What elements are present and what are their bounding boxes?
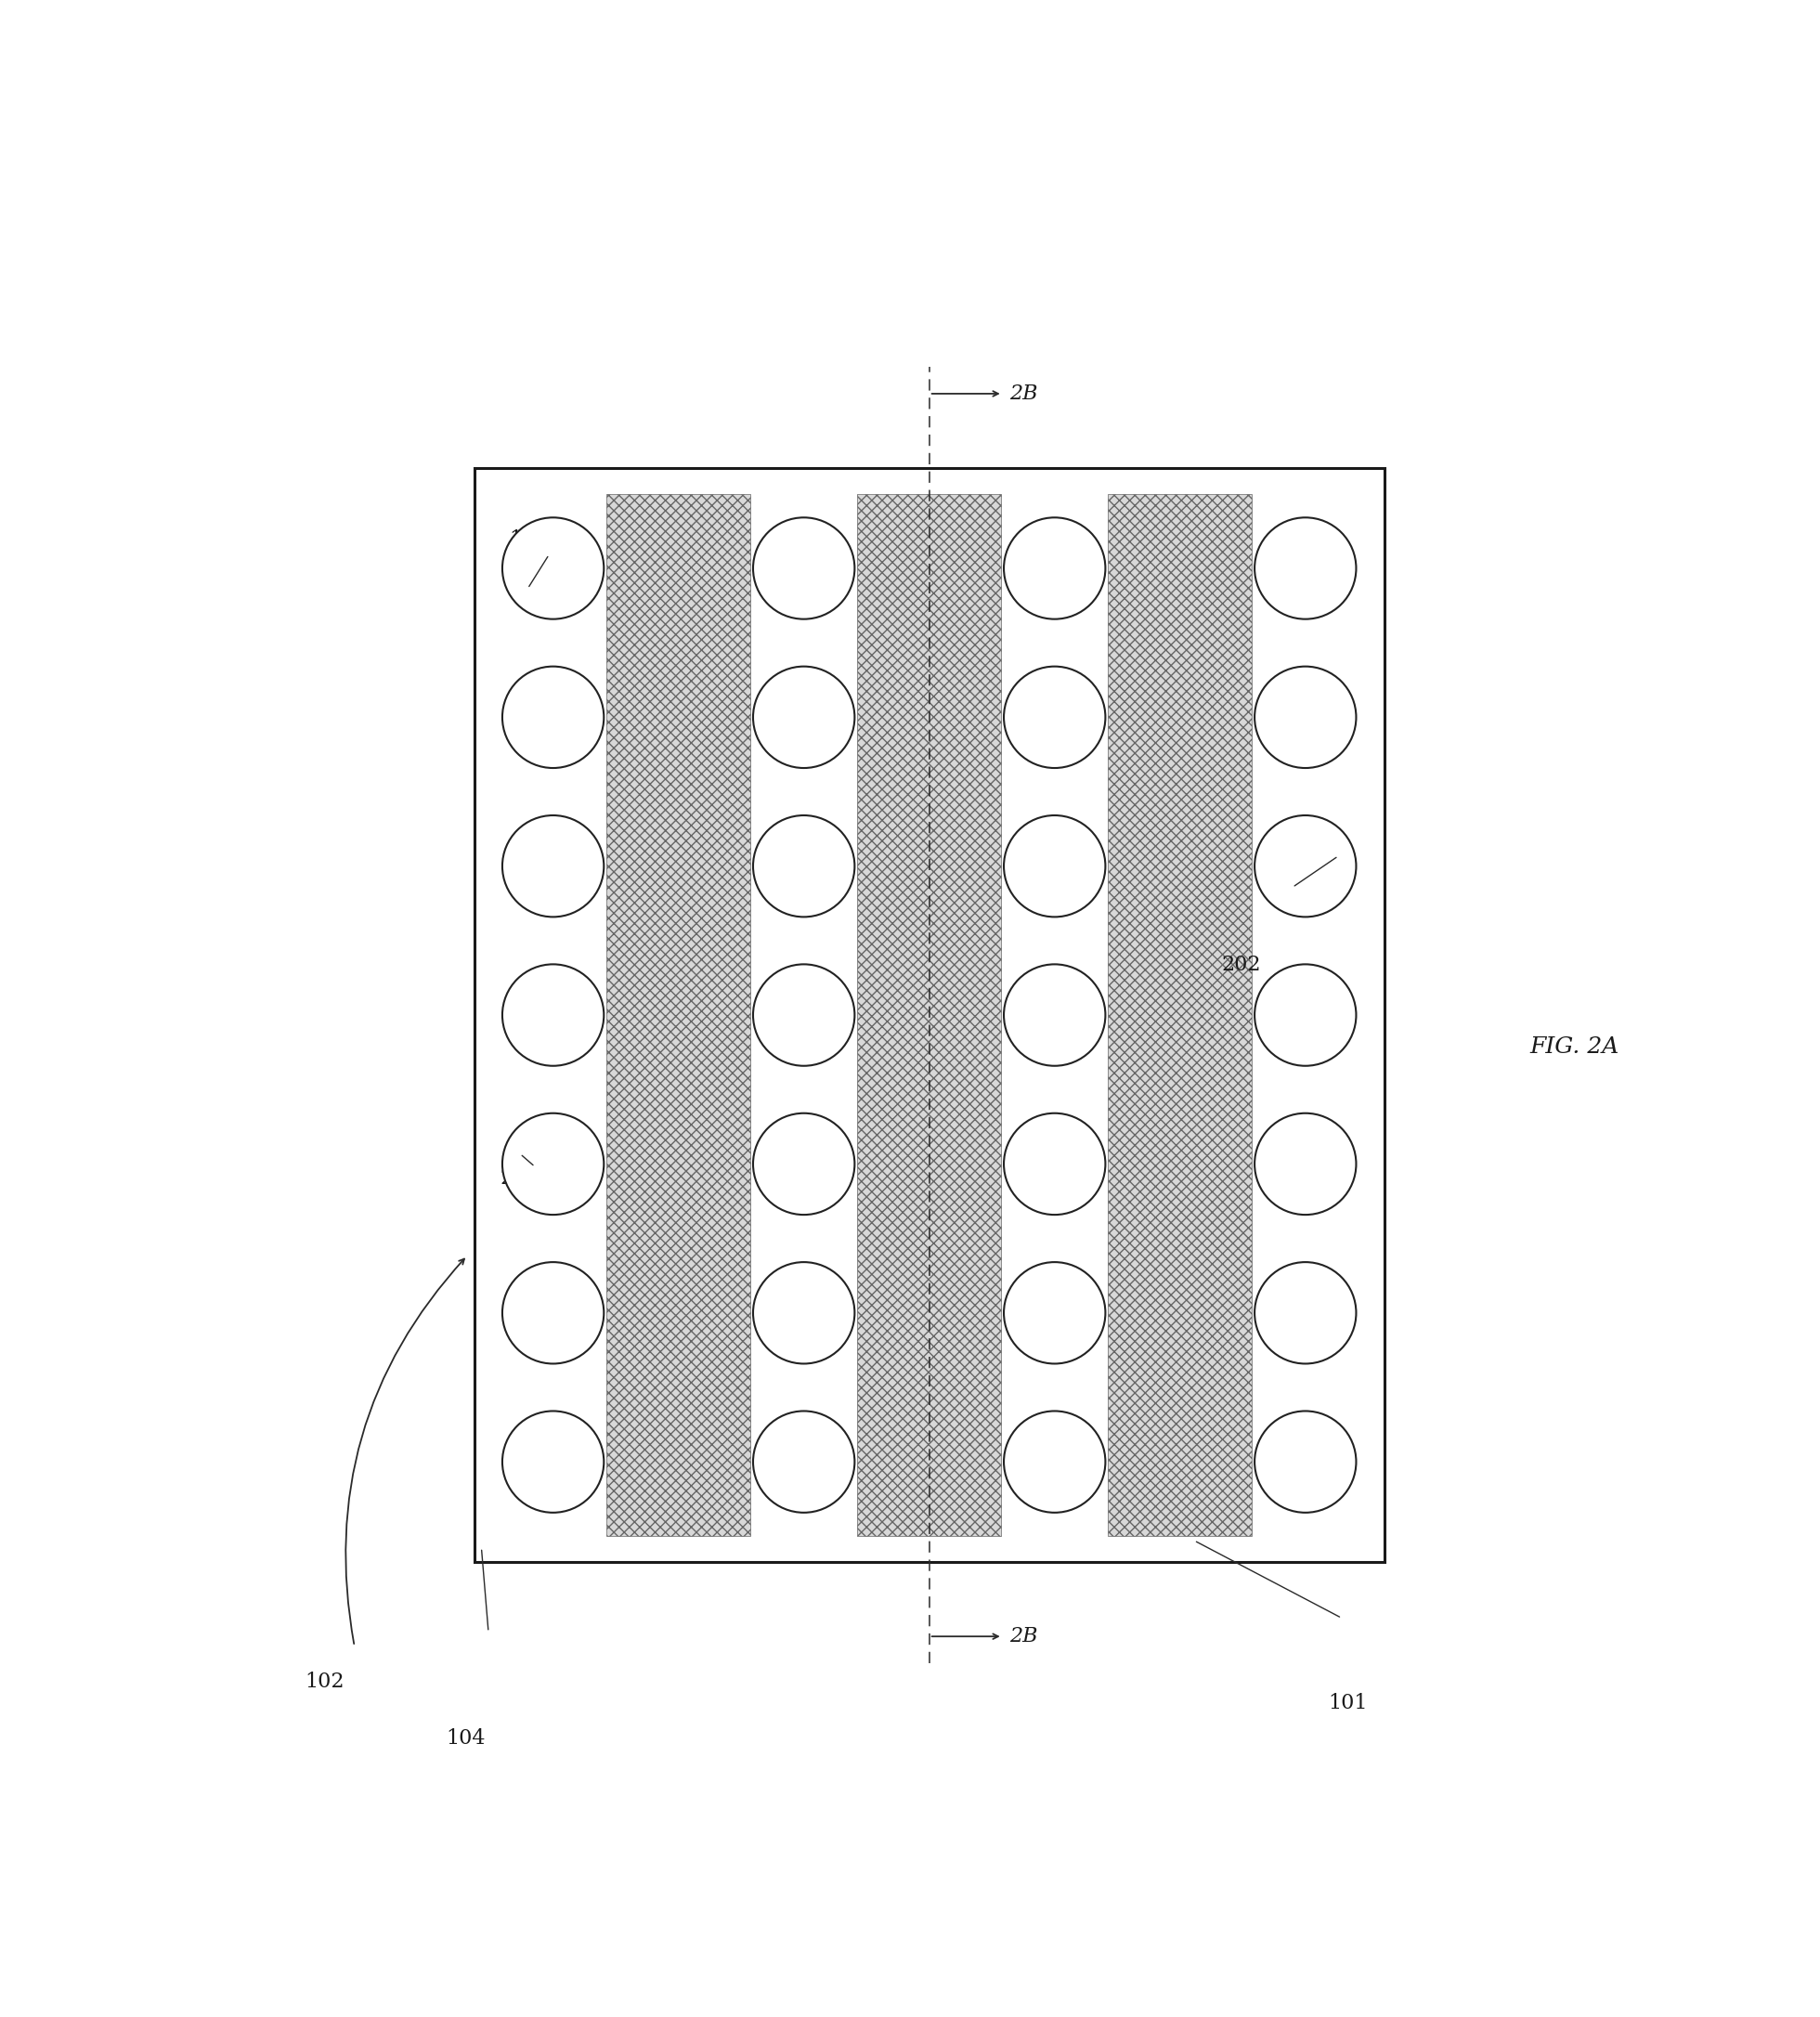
Circle shape <box>1254 518 1356 619</box>
Text: 2B: 2B <box>1010 1626 1037 1646</box>
Circle shape <box>1005 666 1105 768</box>
Circle shape <box>753 1263 855 1363</box>
Text: 116: 116 <box>510 528 550 549</box>
Circle shape <box>753 1113 855 1214</box>
Text: 202: 202 <box>500 1168 539 1188</box>
Circle shape <box>1254 666 1356 768</box>
Circle shape <box>502 815 604 918</box>
Circle shape <box>1254 815 1356 918</box>
Bar <box>1108 494 1252 1537</box>
Circle shape <box>1005 964 1105 1065</box>
Bar <box>475 468 1385 1561</box>
Circle shape <box>753 964 855 1065</box>
Circle shape <box>502 964 604 1065</box>
Text: 202: 202 <box>1221 954 1261 974</box>
Circle shape <box>753 1412 855 1513</box>
Circle shape <box>1005 518 1105 619</box>
Bar <box>857 494 1001 1537</box>
Circle shape <box>502 1263 604 1363</box>
Circle shape <box>502 666 604 768</box>
Text: 2B: 2B <box>1010 383 1037 403</box>
Text: FIG. 2A: FIG. 2A <box>1531 1037 1620 1057</box>
Circle shape <box>1005 1263 1105 1363</box>
Bar <box>606 494 750 1537</box>
Text: 101: 101 <box>1329 1692 1367 1712</box>
Circle shape <box>753 815 855 918</box>
Circle shape <box>502 518 604 619</box>
Circle shape <box>1005 815 1105 918</box>
Circle shape <box>1254 1412 1356 1513</box>
Circle shape <box>1005 1113 1105 1214</box>
Circle shape <box>1005 1412 1105 1513</box>
Circle shape <box>1254 1263 1356 1363</box>
Text: 102: 102 <box>306 1672 344 1692</box>
Circle shape <box>753 518 855 619</box>
Circle shape <box>502 1412 604 1513</box>
Text: 104: 104 <box>446 1729 486 1749</box>
Circle shape <box>1254 964 1356 1065</box>
Circle shape <box>1254 1113 1356 1214</box>
Circle shape <box>502 1113 604 1214</box>
Circle shape <box>753 666 855 768</box>
